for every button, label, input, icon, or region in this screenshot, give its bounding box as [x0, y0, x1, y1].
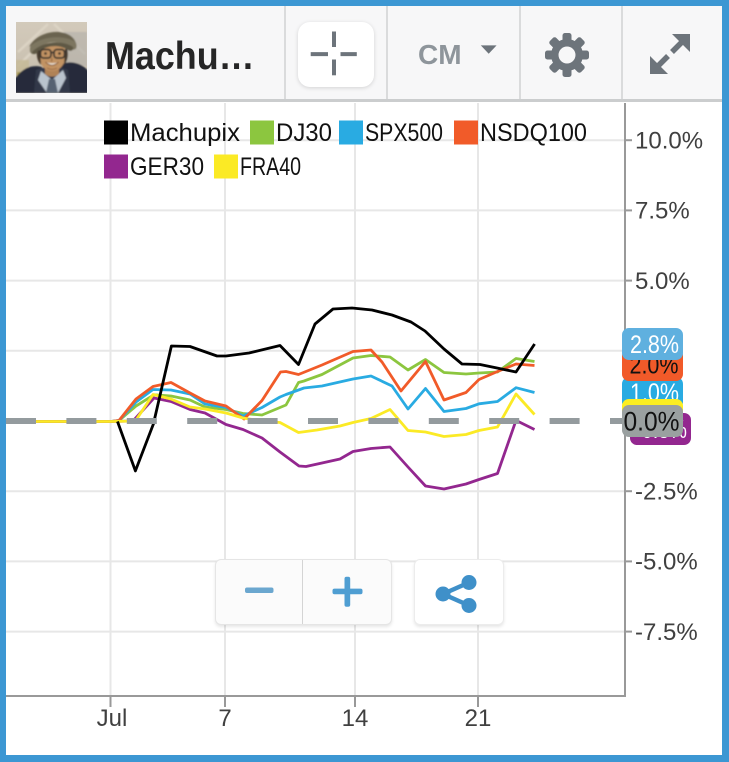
svg-text:5.0%: 5.0% [635, 268, 690, 295]
svg-text:NSDQ100: NSDQ100 [480, 119, 587, 147]
svg-text:0.0%: 0.0% [624, 407, 680, 437]
svg-text:10.0%: 10.0% [635, 128, 703, 155]
svg-text:DJ30: DJ30 [276, 119, 332, 147]
svg-text:7: 7 [218, 705, 231, 732]
svg-text:21: 21 [465, 705, 492, 732]
svg-text:2.8%: 2.8% [630, 331, 679, 359]
svg-text:14: 14 [342, 705, 369, 732]
svg-text:Machupix: Machupix [130, 119, 241, 147]
svg-text:GER30: GER30 [130, 153, 204, 181]
svg-text:-7.5%: -7.5% [635, 619, 698, 646]
svg-text:Jul: Jul [97, 705, 128, 732]
svg-text:-5.0%: -5.0% [635, 549, 698, 576]
svg-text:7.5%: 7.5% [635, 198, 690, 225]
svg-text:FRA40: FRA40 [240, 153, 301, 181]
svg-text:-2.5%: -2.5% [635, 479, 698, 506]
svg-text:SPX500: SPX500 [365, 119, 443, 147]
